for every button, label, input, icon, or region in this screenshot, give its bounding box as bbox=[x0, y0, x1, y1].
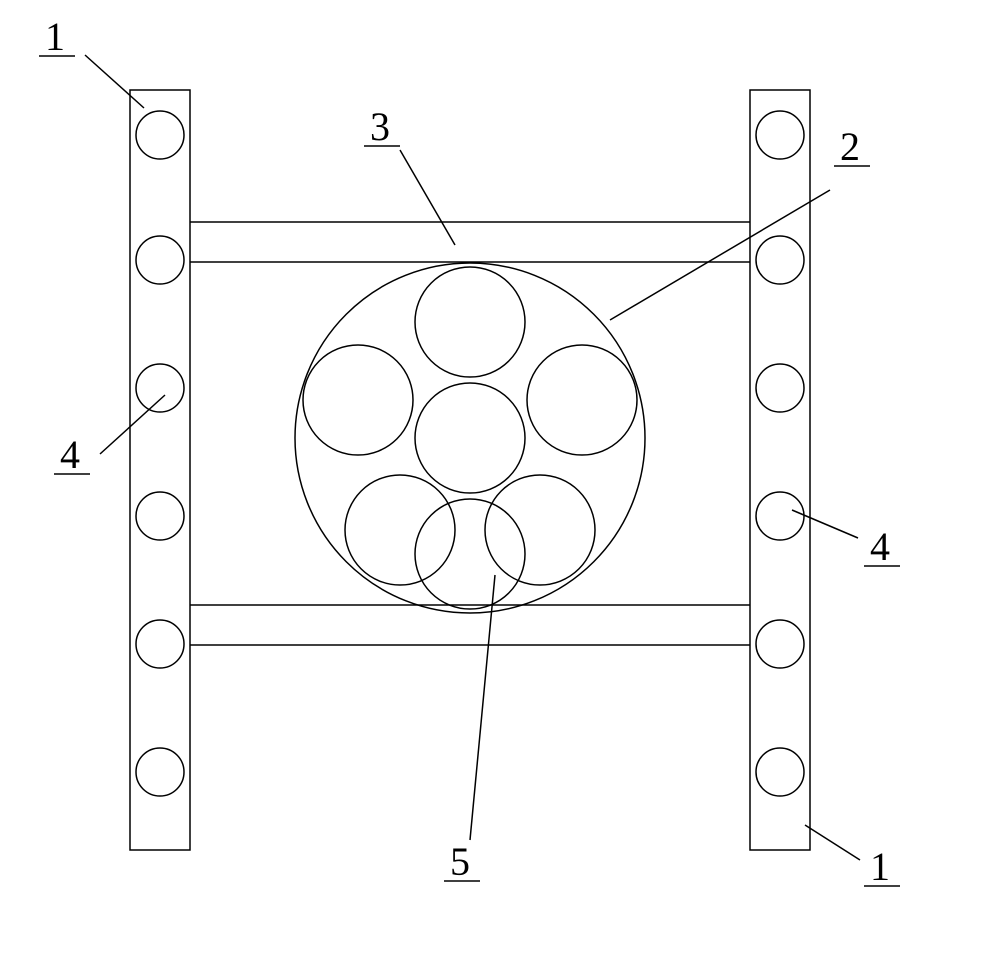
callout-label-2: 2 bbox=[840, 124, 860, 169]
callout-label-1: 1 bbox=[45, 14, 65, 59]
callout-label-1: 1 bbox=[870, 844, 890, 889]
callout-label-4: 4 bbox=[870, 524, 890, 569]
callout-label-3: 3 bbox=[370, 104, 390, 149]
callout-label-4: 4 bbox=[60, 432, 80, 477]
callout-label-5: 5 bbox=[450, 839, 470, 884]
